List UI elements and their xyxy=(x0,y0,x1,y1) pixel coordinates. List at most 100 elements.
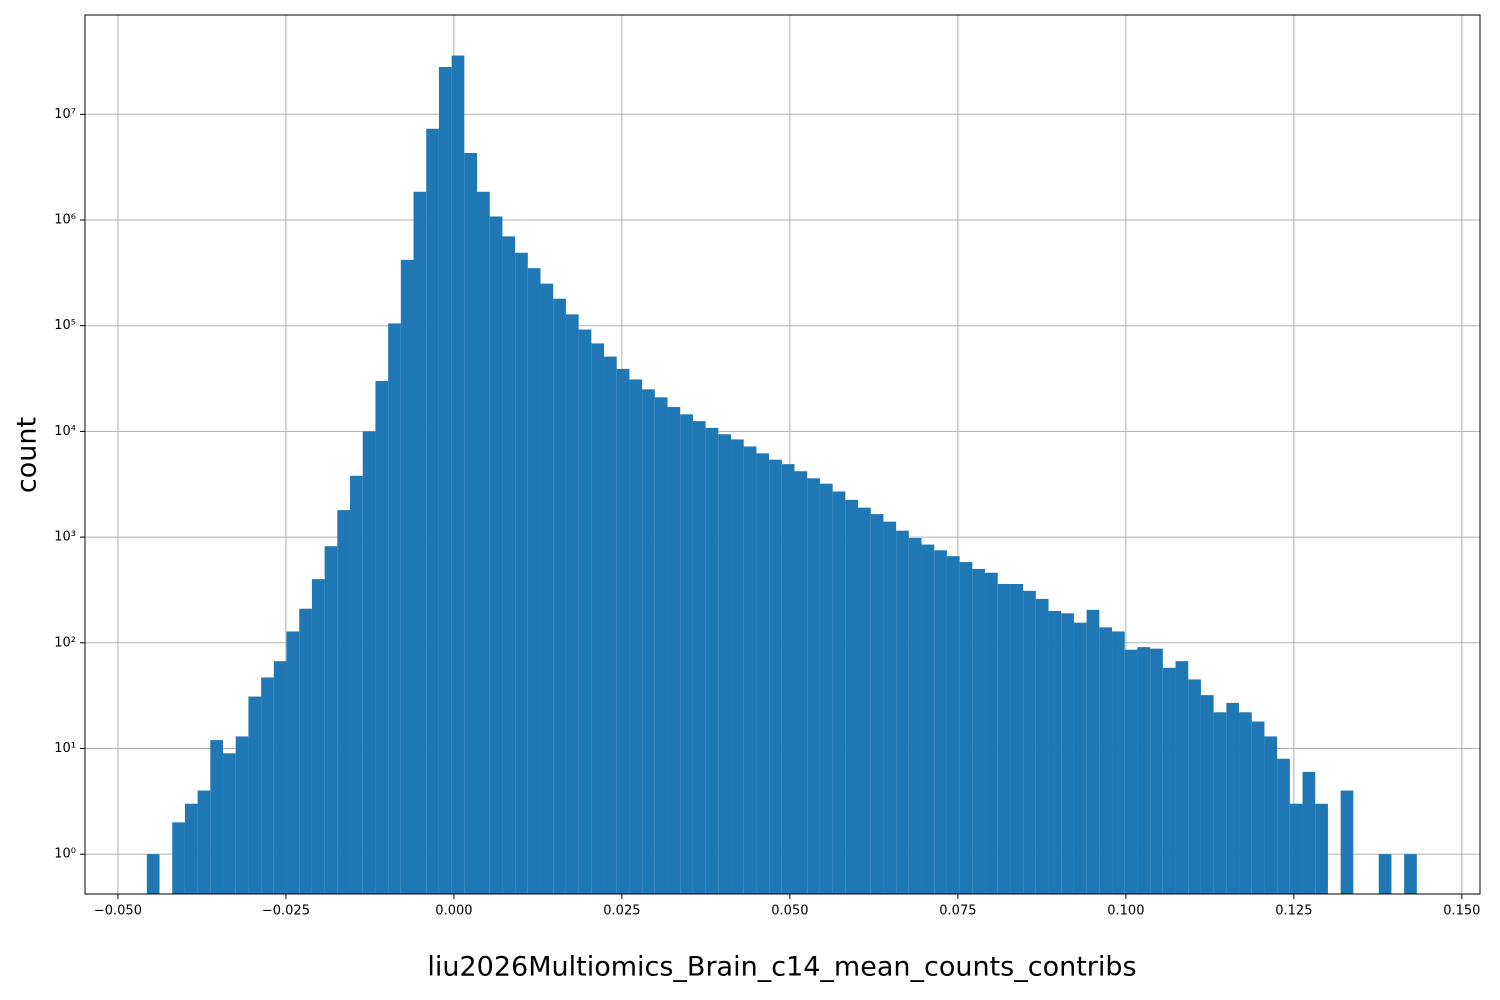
bar xyxy=(972,568,986,894)
bar xyxy=(896,530,909,894)
bar xyxy=(769,459,782,894)
bar xyxy=(591,343,605,894)
bar xyxy=(565,314,579,894)
bar xyxy=(1061,613,1074,894)
bar xyxy=(362,431,376,894)
bar xyxy=(604,356,617,894)
bar xyxy=(1023,590,1036,894)
bar xyxy=(413,191,427,894)
bar xyxy=(1188,679,1201,894)
bar xyxy=(731,439,744,894)
bar xyxy=(934,550,947,894)
bar xyxy=(705,427,719,894)
bar xyxy=(400,259,414,895)
bar xyxy=(502,236,516,895)
bar xyxy=(654,397,668,894)
bar xyxy=(1175,661,1189,894)
bar xyxy=(1404,854,1417,894)
bar xyxy=(616,368,630,894)
bar xyxy=(578,329,592,894)
y-tick-label: 10⁶ xyxy=(54,213,76,228)
bar xyxy=(680,414,693,894)
bar xyxy=(426,128,439,894)
y-tick-label: 10⁴ xyxy=(54,424,76,439)
x-tick-label: −0.025 xyxy=(262,904,310,919)
bar xyxy=(1239,712,1252,894)
bar xyxy=(375,380,389,894)
x-tick-label: −0.050 xyxy=(94,904,142,919)
bar xyxy=(223,753,236,894)
x-tick-label: 0.000 xyxy=(435,904,472,919)
bar xyxy=(1048,610,1062,894)
bar xyxy=(997,583,1011,894)
bar xyxy=(1035,598,1049,894)
bar xyxy=(438,67,452,894)
bar xyxy=(1277,758,1290,894)
bar xyxy=(324,546,338,894)
y-tick-label: 10⁰ xyxy=(54,847,76,862)
x-tick-label: 0.050 xyxy=(771,904,808,919)
bar xyxy=(667,407,681,894)
bar xyxy=(781,464,795,894)
bar xyxy=(210,740,224,894)
bar xyxy=(985,572,998,894)
bar xyxy=(553,298,566,894)
bar xyxy=(1010,583,1024,894)
bar xyxy=(261,677,274,894)
bar xyxy=(1073,622,1087,894)
bar xyxy=(299,608,312,894)
bar xyxy=(1112,631,1125,894)
bar xyxy=(1302,771,1316,894)
bar xyxy=(756,453,770,894)
bar xyxy=(807,478,820,894)
bar xyxy=(870,514,884,894)
bar xyxy=(1378,854,1392,894)
bar xyxy=(489,216,503,895)
bar xyxy=(1315,803,1328,894)
bar xyxy=(1124,649,1138,894)
bar xyxy=(1289,803,1303,894)
x-tick-label: 0.125 xyxy=(1275,904,1312,919)
bar xyxy=(908,538,922,894)
bar xyxy=(959,562,973,894)
y-tick-label: 10³ xyxy=(54,530,76,545)
bar xyxy=(337,510,351,894)
bar xyxy=(794,471,808,894)
bar xyxy=(1099,627,1113,894)
bar xyxy=(515,252,528,894)
bar xyxy=(388,323,401,894)
bar xyxy=(1162,667,1176,894)
bar xyxy=(743,446,757,894)
bar xyxy=(540,283,554,894)
bar xyxy=(172,822,185,894)
bar xyxy=(184,803,198,894)
bar xyxy=(451,55,465,894)
y-axis-label: count xyxy=(12,417,43,493)
y-tick-label: 10⁵ xyxy=(54,318,76,333)
bar xyxy=(1200,695,1214,894)
bar xyxy=(311,579,325,894)
bar xyxy=(845,499,859,894)
bar xyxy=(642,389,655,894)
bar xyxy=(1340,790,1354,894)
bar xyxy=(832,491,846,894)
bar xyxy=(1213,712,1227,894)
y-tick-label: 10² xyxy=(54,635,76,650)
x-axis-label: liu2026Multiomics_Brain_c14_mean_counts_… xyxy=(427,952,1136,983)
bar xyxy=(1251,721,1265,894)
bar xyxy=(197,790,211,894)
bar xyxy=(477,191,490,894)
bar xyxy=(235,736,249,894)
bar xyxy=(718,434,732,894)
bar xyxy=(819,483,833,894)
bar xyxy=(1264,736,1278,894)
bar xyxy=(1137,647,1151,894)
bar xyxy=(248,696,262,894)
bar xyxy=(1150,648,1163,894)
bar xyxy=(350,475,363,894)
y-tick-label: 10⁷ xyxy=(54,107,76,122)
plot-frame xyxy=(84,14,1481,895)
bar xyxy=(692,421,706,894)
x-tick-label: 0.025 xyxy=(603,904,640,919)
bar xyxy=(273,661,287,894)
